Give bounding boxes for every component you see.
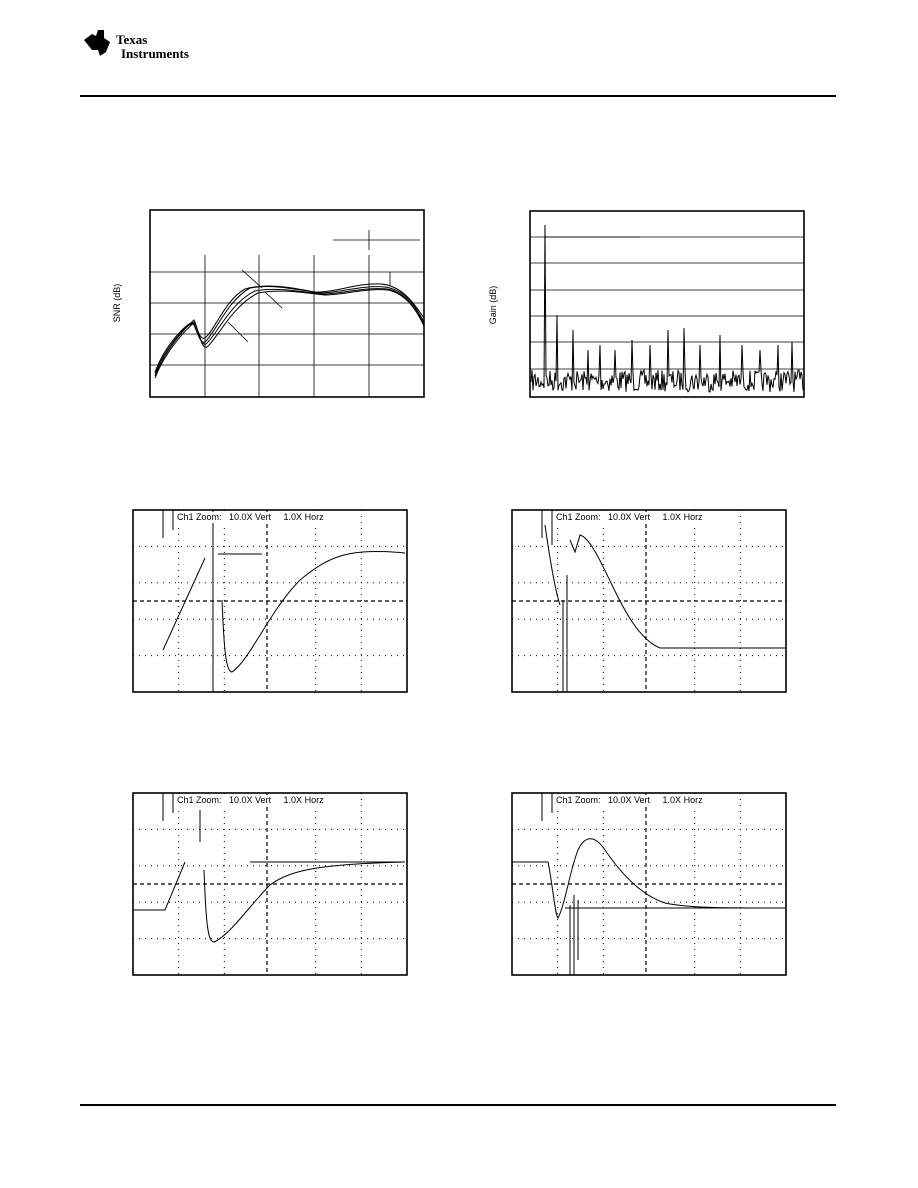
scope-caption: Ch1 Zoom: 10.0X Vert 1.0X Horz bbox=[556, 512, 703, 522]
plot-frame bbox=[149, 209, 425, 398]
waveform bbox=[569, 534, 785, 649]
marker bbox=[162, 510, 174, 538]
logo-mark bbox=[84, 30, 110, 56]
marker bbox=[162, 793, 174, 821]
waveform bbox=[221, 550, 406, 673]
waveform bbox=[544, 524, 561, 606]
snr-plot: SNR (dB) bbox=[112, 209, 425, 398]
gain-plot: Gain (dB) bbox=[488, 210, 805, 398]
y-axis-label: SNR (dB) bbox=[112, 284, 122, 323]
scope: Ch1 Zoom: 10.0X Vert 1.0X Horz bbox=[511, 509, 787, 693]
scope-caption: Ch1 Zoom: 10.0X Vert 1.0X Horz bbox=[177, 512, 324, 522]
caption-bg bbox=[175, 512, 345, 523]
caption-bg bbox=[175, 795, 345, 806]
caption-bg bbox=[554, 795, 724, 806]
grid bbox=[530, 236, 804, 370]
scope-caption: Ch1 Zoom: 10.0X Vert 1.0X Horz bbox=[556, 795, 703, 805]
logo-text: Instruments bbox=[121, 46, 189, 61]
marker bbox=[541, 510, 553, 538]
grid bbox=[150, 230, 424, 397]
plot-frame bbox=[529, 210, 805, 398]
caption-bg bbox=[554, 512, 724, 523]
marker bbox=[541, 793, 553, 821]
waveform bbox=[512, 838, 786, 919]
waveform bbox=[162, 557, 206, 651]
scope: Ch1 Zoom: 10.0X Vert 1.0X Horz bbox=[132, 509, 408, 693]
y-axis-label: Gain (dB) bbox=[488, 286, 498, 325]
waveform bbox=[133, 861, 186, 911]
logo-text: Texas bbox=[116, 32, 147, 47]
logo: Texas Instruments bbox=[84, 30, 189, 61]
scope: Ch1 Zoom: 10.0X Vert 1.0X Horz bbox=[132, 792, 408, 976]
scope-screens: Ch1 Zoom: 10.0X Vert 1.0X Horz Ch1 Zoom: … bbox=[132, 509, 787, 976]
scope-caption: Ch1 Zoom: 10.0X Vert 1.0X Horz bbox=[177, 795, 324, 805]
waveform bbox=[203, 861, 406, 943]
scope: Ch1 Zoom: 10.0X Vert 1.0X Horz bbox=[511, 792, 787, 976]
